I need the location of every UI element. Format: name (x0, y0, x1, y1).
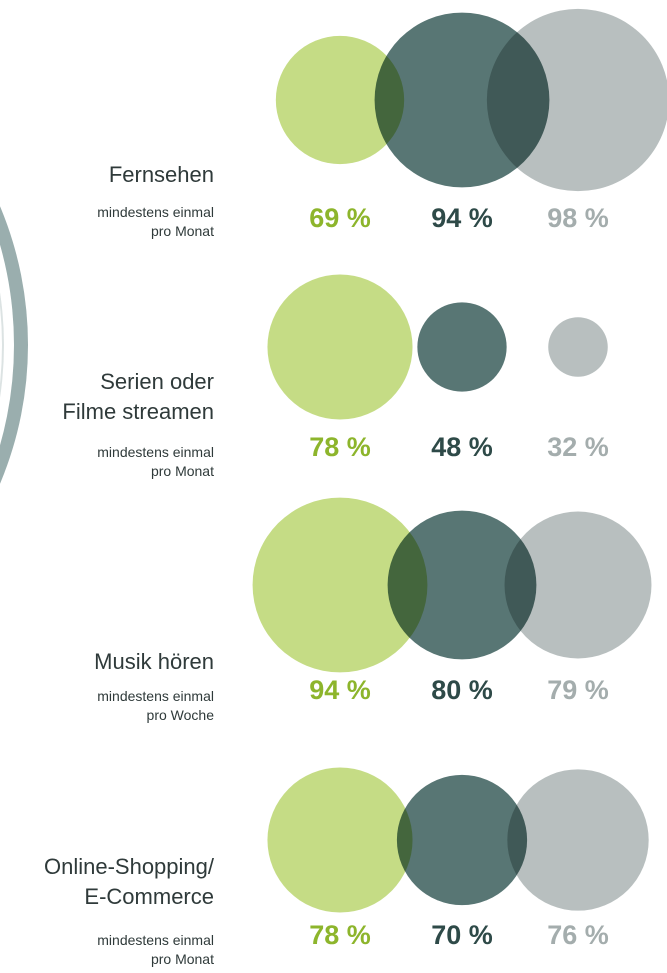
value-label: 76 % (547, 920, 609, 950)
bubble (275, 35, 405, 165)
value-label: 78 % (309, 920, 371, 950)
bubble (267, 767, 413, 913)
decoration-arc-cut (0, 307, 2, 383)
bubble (396, 774, 528, 906)
bubble (387, 510, 537, 660)
bubble (507, 769, 649, 911)
value-label: 98 % (547, 203, 609, 233)
value-label: 70 % (431, 920, 493, 950)
bubble (548, 317, 608, 377)
bubble (504, 511, 652, 659)
category-subtitle: mindestens einmal pro Woche (97, 688, 214, 723)
value-label: 80 % (431, 675, 493, 705)
bubble (252, 497, 428, 673)
value-label: 79 % (547, 675, 609, 705)
value-label: 94 % (309, 675, 371, 705)
value-label: 69 % (309, 203, 371, 233)
bubble (267, 274, 413, 420)
value-label: 32 % (547, 432, 609, 462)
bubble (417, 302, 507, 392)
value-label: 48 % (431, 432, 493, 462)
decoration-arc-inner (0, 244, 14, 446)
value-label: 94 % (431, 203, 493, 233)
category-subtitle: mindestens einmal pro Monat (97, 204, 214, 239)
category-subtitle: mindestens einmal pro Monat (97, 444, 214, 479)
bubble (486, 8, 667, 192)
category-label: Musik hören (94, 649, 214, 674)
category-subtitle: mindestens einmal pro Monat (97, 932, 214, 967)
value-label: 78 % (309, 432, 371, 462)
category-label: Serien oder Filme streamen (62, 369, 214, 424)
category-label: Fernsehen (108, 162, 214, 187)
category-label: Online-Shopping/ E-Commerce (43, 854, 214, 909)
